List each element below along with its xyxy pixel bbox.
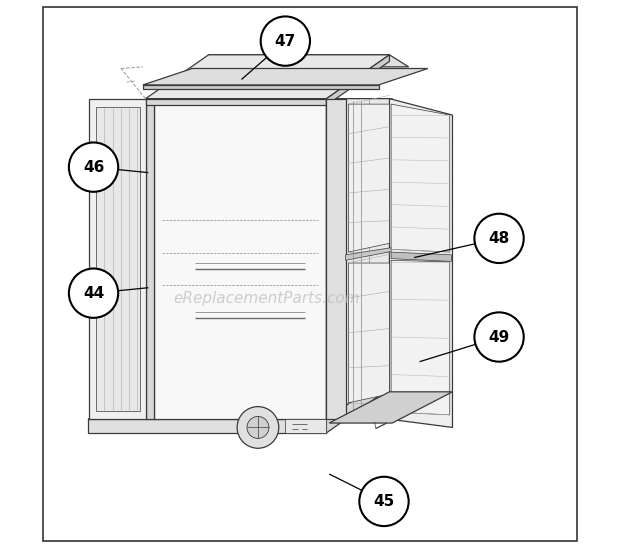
Polygon shape <box>391 260 450 415</box>
Polygon shape <box>327 99 392 419</box>
Text: 44: 44 <box>83 286 104 301</box>
Text: eReplacementParts.com: eReplacementParts.com <box>173 291 360 306</box>
Polygon shape <box>327 55 389 105</box>
Text: 48: 48 <box>489 231 510 246</box>
Circle shape <box>247 416 269 438</box>
Circle shape <box>474 312 524 362</box>
Polygon shape <box>329 392 453 423</box>
Text: 45: 45 <box>373 494 394 509</box>
Circle shape <box>69 142 118 192</box>
Polygon shape <box>146 55 389 99</box>
Polygon shape <box>327 99 345 419</box>
Polygon shape <box>345 248 391 260</box>
Polygon shape <box>89 99 146 419</box>
Polygon shape <box>143 85 378 89</box>
Polygon shape <box>146 99 154 419</box>
Circle shape <box>260 16 310 66</box>
Circle shape <box>69 269 118 318</box>
Polygon shape <box>146 99 327 105</box>
Polygon shape <box>348 263 389 403</box>
Text: 46: 46 <box>83 159 104 175</box>
Polygon shape <box>88 373 392 419</box>
Polygon shape <box>348 104 389 252</box>
Circle shape <box>474 214 524 263</box>
Polygon shape <box>88 419 327 433</box>
Polygon shape <box>285 419 327 433</box>
Polygon shape <box>96 107 140 411</box>
Polygon shape <box>389 99 453 427</box>
Text: 49: 49 <box>489 329 510 345</box>
Polygon shape <box>143 68 428 85</box>
Circle shape <box>360 477 409 526</box>
Polygon shape <box>327 373 392 433</box>
Polygon shape <box>154 99 327 419</box>
Polygon shape <box>391 104 450 252</box>
Polygon shape <box>113 377 351 412</box>
Text: 47: 47 <box>275 33 296 49</box>
Polygon shape <box>391 252 451 261</box>
Circle shape <box>237 407 279 448</box>
Polygon shape <box>208 55 409 67</box>
